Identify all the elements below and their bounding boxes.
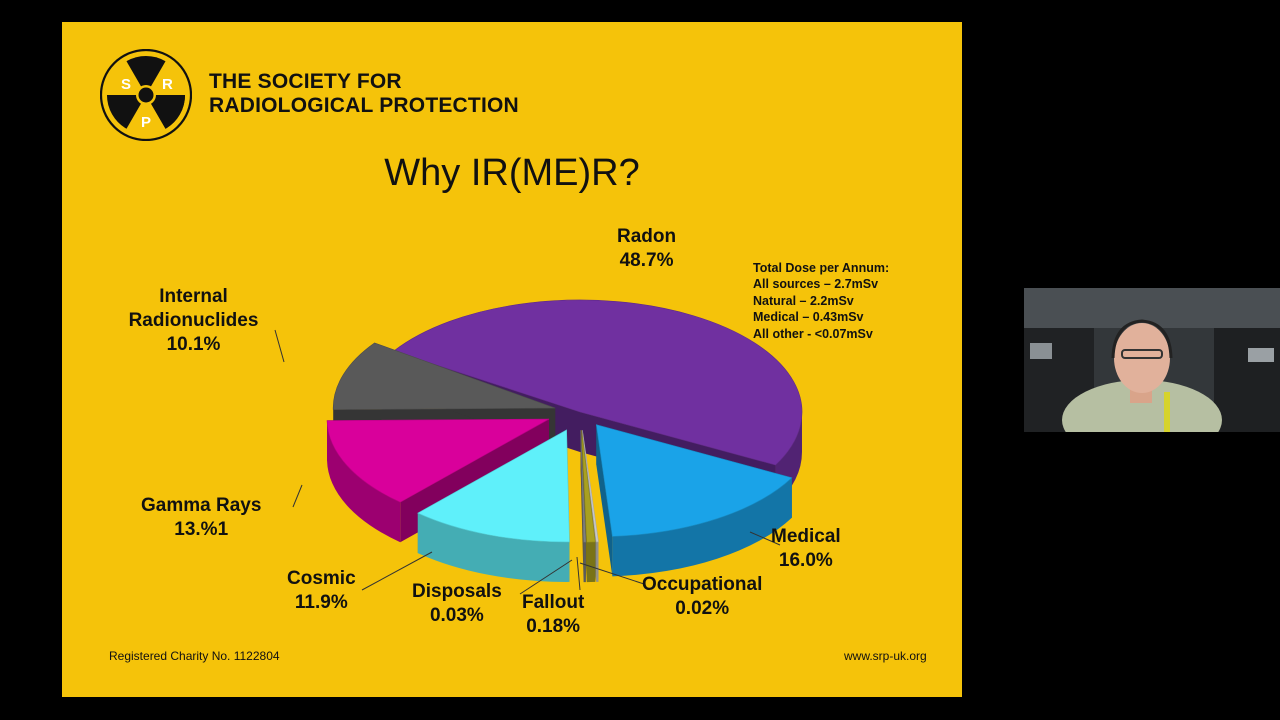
pie-slice-side [596, 541, 599, 582]
slice-value-disposals: 0.03% [429, 605, 484, 626]
pie-chart [274, 299, 803, 595]
label-leader-line [519, 559, 573, 595]
slice-value-medical: 16.0% [778, 550, 833, 571]
dose-line-natural: Natural – 2.2mSv [753, 293, 854, 308]
pie-slice-top [580, 430, 587, 543]
pie-slice-top [332, 342, 556, 410]
presenter-webcam-image [1024, 288, 1280, 432]
slice-name-radon: Radon [617, 226, 677, 247]
data-label-internal-radionuclides: Internal Radionuclides 10.1% [116, 285, 271, 357]
slice-name-internal-radionuclides: Internal Radionuclides [128, 286, 259, 331]
slice-name-occupational: Occupational [642, 574, 763, 595]
slice-value-cosmic: 11.9% [294, 592, 348, 613]
organization-name: THE SOCIETY FOR RADIOLOGICAL PROTECTION [209, 70, 519, 118]
pie-slice-side [586, 541, 596, 583]
slice-name-disposals: Disposals [412, 581, 502, 602]
pie-slice-medical [595, 424, 793, 577]
slice-value-occupational: 0.02% [675, 598, 730, 619]
slice-value-radon: 48.7% [619, 250, 674, 271]
dose-heading: Total Dose per Annum: [753, 261, 890, 275]
slice-name-gamma-rays: Gamma Rays [141, 495, 262, 516]
logo-letter-s: S [121, 76, 131, 93]
pie-slice-top [595, 424, 793, 537]
data-label-occupational: Occupational 0.02% [642, 573, 762, 621]
website-url: www.srp-uk.org [844, 649, 927, 663]
slice-value-fallout: 0.18% [526, 616, 581, 637]
label-leader-line [576, 556, 581, 591]
pie-slice-cosmic [417, 429, 570, 582]
dose-line-all-sources: All sources – 2.7mSv [753, 277, 879, 292]
org-name-line-1: THE SOCIETY FOR [209, 70, 402, 93]
data-label-fallout: Fallout 0.18% [522, 591, 584, 639]
pie-slice-top [581, 430, 596, 543]
pie-slice-top [326, 418, 550, 503]
srp-radiation-logo: S R P [100, 49, 192, 141]
charity-number: Registered Charity No. 1122804 [109, 649, 280, 663]
pie-slice-top [417, 429, 570, 543]
data-label-cosmic: Cosmic 11.9% [287, 567, 356, 615]
logo-letter-r: R [162, 76, 173, 93]
pie-slice-side [612, 477, 792, 577]
pie-slice-side [327, 420, 401, 543]
logo-letter-p: P [141, 114, 151, 131]
data-label-disposals: Disposals 0.03% [412, 580, 502, 628]
label-leader-line [292, 484, 303, 508]
webcam-video [1024, 288, 1280, 432]
label-leader-line [749, 531, 781, 546]
pie-slice-side [583, 542, 586, 583]
data-label-gamma-rays: Gamma Rays 13.%1 [141, 494, 261, 542]
pie-slice-wall [596, 424, 613, 577]
org-name-line-2: RADIOLOGICAL PROTECTION [209, 94, 519, 117]
data-label-radon: Radon 48.7% [617, 225, 676, 273]
pie-slice-disposals [580, 430, 587, 583]
pie-slice-top [582, 430, 599, 543]
slice-name-medical: Medical [771, 526, 841, 547]
dose-line-other: All other - <0.07mSv [753, 326, 873, 341]
slice-name-fallout: Fallout [522, 592, 585, 613]
slide-title: Why IR(ME)R? [384, 152, 640, 194]
presentation-slide: S R P THE SOCIETY FOR RADIOLOGICAL PROTE… [62, 22, 962, 697]
total-dose-info: Total Dose per Annum: All sources – 2.7m… [753, 260, 889, 342]
label-leader-line [274, 329, 285, 363]
slice-value-internal-radionuclides: 10.1% [166, 334, 221, 355]
pie-slice-top [393, 299, 803, 466]
slice-value-gamma-rays: 13.%1 [174, 519, 229, 540]
label-leader-line [361, 551, 433, 591]
dose-line-medical: Medical – 0.43mSv [753, 310, 864, 325]
label-leader-line [579, 562, 645, 585]
slice-name-cosmic: Cosmic [287, 568, 356, 589]
data-label-medical: Medical 16.0% [771, 525, 841, 573]
pie-slice-side [417, 513, 570, 582]
